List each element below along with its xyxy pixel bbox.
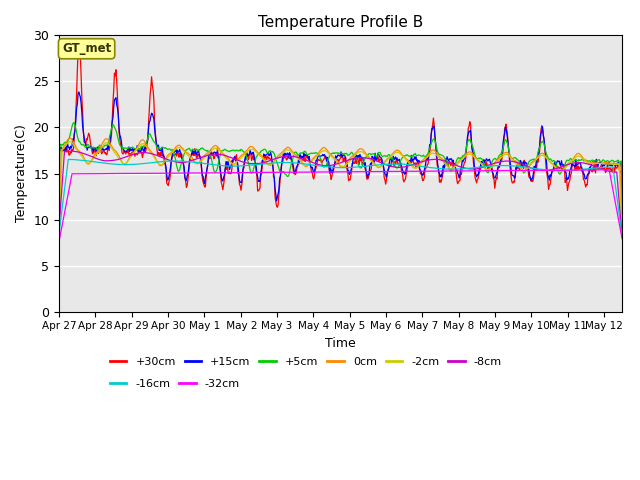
Line: -2cm: -2cm	[59, 142, 622, 229]
-32cm	[55, 238, 63, 244]
+15cm	[55, 144, 63, 150]
-2cm	[460, 155, 468, 161]
+30cm	[618, 166, 626, 172]
0cm	[58, 147, 65, 153]
-8cm	[618, 234, 626, 240]
Text: GT_met: GT_met	[62, 42, 111, 55]
-16cm	[135, 161, 143, 167]
+30cm	[76, 39, 83, 45]
+5cm	[58, 142, 65, 148]
Line: -8cm: -8cm	[59, 151, 622, 237]
-8cm	[317, 162, 325, 168]
Line: +15cm: +15cm	[59, 92, 622, 201]
+5cm	[55, 198, 63, 204]
Line: -32cm: -32cm	[59, 170, 622, 241]
-32cm	[296, 169, 303, 175]
+30cm	[297, 156, 305, 162]
-16cm	[618, 234, 626, 240]
-16cm	[317, 163, 325, 169]
0cm	[67, 135, 74, 141]
0cm	[474, 157, 481, 163]
+15cm	[75, 89, 83, 95]
Line: +5cm: +5cm	[59, 123, 622, 212]
0cm	[618, 224, 626, 229]
-32cm	[58, 226, 65, 232]
-2cm	[618, 227, 626, 232]
Line: 0cm: 0cm	[59, 138, 622, 227]
-16cm	[58, 211, 65, 217]
Y-axis label: Temperature(C): Temperature(C)	[15, 125, 28, 222]
+30cm	[318, 159, 326, 165]
-32cm	[618, 236, 626, 241]
0cm	[460, 154, 468, 160]
+15cm	[58, 146, 65, 152]
+15cm	[273, 198, 280, 204]
-16cm	[474, 165, 481, 170]
X-axis label: Time: Time	[325, 337, 356, 350]
+5cm	[460, 153, 468, 158]
-32cm	[473, 168, 481, 174]
-16cm	[460, 166, 468, 171]
+15cm	[135, 148, 143, 154]
+30cm	[273, 204, 281, 210]
+5cm	[618, 209, 626, 215]
0cm	[296, 156, 304, 162]
-8cm	[55, 224, 63, 229]
-8cm	[474, 166, 481, 171]
0cm	[317, 147, 325, 153]
-32cm	[134, 170, 142, 176]
-8cm	[58, 192, 65, 197]
-2cm	[296, 158, 304, 164]
0cm	[135, 142, 143, 147]
-2cm	[58, 165, 65, 171]
-8cm	[68, 148, 76, 154]
+15cm	[474, 172, 482, 178]
+5cm	[296, 150, 304, 156]
Title: Temperature Profile B: Temperature Profile B	[258, 15, 423, 30]
-2cm	[474, 157, 481, 163]
-2cm	[135, 144, 143, 150]
+30cm	[461, 159, 468, 165]
+15cm	[618, 165, 626, 171]
-8cm	[460, 165, 468, 170]
-32cm	[602, 167, 610, 173]
-16cm	[296, 160, 304, 166]
+5cm	[317, 158, 325, 164]
-32cm	[459, 168, 467, 174]
-8cm	[135, 150, 143, 156]
0cm	[55, 216, 63, 222]
-2cm	[55, 220, 63, 226]
-16cm	[55, 229, 63, 235]
Legend: -16cm, -32cm: -16cm, -32cm	[109, 379, 240, 389]
+30cm	[58, 144, 65, 150]
+15cm	[297, 156, 305, 162]
Line: +30cm: +30cm	[59, 42, 622, 207]
Line: -16cm: -16cm	[59, 159, 622, 237]
-16cm	[66, 156, 74, 162]
-2cm	[317, 149, 325, 155]
+5cm	[70, 120, 78, 126]
+15cm	[461, 156, 468, 161]
+15cm	[318, 153, 326, 159]
+30cm	[474, 176, 482, 181]
-8cm	[296, 155, 304, 161]
+30cm	[55, 146, 63, 152]
-32cm	[317, 169, 324, 175]
+5cm	[135, 146, 143, 152]
+5cm	[474, 156, 481, 162]
-2cm	[66, 139, 74, 144]
+30cm	[135, 149, 143, 155]
